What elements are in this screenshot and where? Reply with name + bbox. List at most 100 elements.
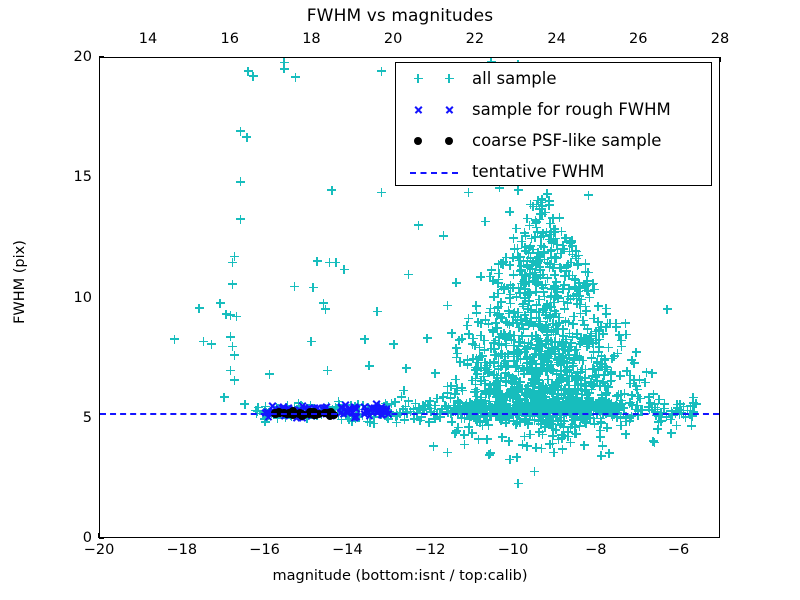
data-point-all-sample — [518, 269, 528, 279]
data-point-all-sample — [563, 394, 573, 404]
data-point-all-sample — [603, 382, 613, 392]
data-point-all-sample — [539, 360, 549, 370]
data-point-all-sample — [602, 398, 612, 408]
data-point-all-sample — [480, 315, 490, 325]
data-point-all-sample — [564, 271, 574, 281]
data-point-all-sample — [480, 366, 490, 376]
data-point-all-sample — [506, 280, 516, 290]
legend-entry[interactable]: coarse PSF-like sample — [396, 125, 711, 156]
data-point-all-sample — [543, 258, 552, 268]
data-point-rough-fwhm — [268, 401, 277, 410]
data-point-all-sample — [317, 410, 327, 420]
data-point-all-sample — [537, 324, 547, 334]
data-point-all-sample — [538, 430, 548, 440]
data-point-all-sample — [548, 319, 558, 329]
data-point-all-sample — [525, 295, 535, 305]
data-point-all-sample — [484, 401, 494, 411]
data-point-all-sample — [534, 351, 544, 361]
data-point-all-sample — [594, 335, 604, 345]
data-point-all-sample — [493, 364, 503, 374]
data-point-all-sample — [523, 304, 533, 314]
data-point-all-sample — [430, 400, 440, 410]
data-point-all-sample — [550, 347, 560, 357]
data-point-rough-fwhm — [352, 404, 361, 413]
data-point-all-sample — [611, 322, 621, 332]
data-point-all-sample — [539, 249, 549, 259]
legend-entry[interactable]: all sample — [396, 63, 711, 94]
data-point-all-sample — [515, 402, 525, 411]
data-point-all-sample — [538, 229, 548, 239]
data-point-all-sample — [486, 448, 496, 458]
data-point-all-sample — [574, 278, 584, 288]
data-point-all-sample — [572, 375, 582, 385]
legend-entry[interactable]: tentative FWHM — [396, 156, 711, 187]
data-point-all-sample — [476, 393, 486, 402]
data-point-all-sample — [588, 347, 598, 357]
data-point-all-sample — [550, 281, 559, 291]
data-point-rough-fwhm — [300, 404, 309, 413]
data-point-all-sample — [508, 283, 518, 293]
data-point-all-sample — [553, 324, 563, 334]
data-point-all-sample — [510, 380, 520, 390]
data-point-all-sample — [534, 388, 544, 398]
data-point-all-sample — [482, 415, 492, 425]
data-point-all-sample — [578, 356, 588, 366]
data-point-all-sample — [523, 256, 533, 266]
data-point-all-sample — [549, 398, 559, 408]
data-point-all-sample — [548, 423, 558, 433]
data-point-all-sample — [500, 282, 510, 292]
data-point-all-sample — [428, 441, 438, 451]
data-point-all-sample — [620, 318, 630, 328]
data-point-all-sample — [541, 418, 551, 428]
data-point-all-sample — [546, 364, 556, 374]
data-point-all-sample — [478, 398, 488, 408]
data-point-all-sample — [496, 389, 506, 399]
data-point-all-sample — [521, 287, 530, 297]
data-point-all-sample — [575, 407, 585, 417]
data-point-all-sample — [606, 369, 616, 379]
data-point-all-sample — [519, 299, 529, 309]
data-point-all-sample — [512, 382, 522, 392]
data-point-all-sample — [522, 213, 532, 223]
data-point-all-sample — [581, 381, 591, 391]
data-point-all-sample — [640, 377, 650, 387]
data-point-all-sample — [564, 386, 574, 396]
data-point-all-sample — [569, 401, 579, 411]
data-point-all-sample — [542, 325, 552, 335]
data-point-all-sample — [440, 400, 450, 410]
data-point-all-sample — [563, 346, 573, 356]
data-point-all-sample — [404, 396, 414, 406]
data-point-all-sample — [581, 400, 591, 410]
data-point-all-sample — [560, 366, 570, 376]
data-point-all-sample — [471, 301, 481, 311]
data-point-all-sample — [546, 227, 556, 237]
data-point-all-sample — [496, 361, 506, 371]
data-point-all-sample — [533, 248, 543, 258]
data-point-all-sample — [463, 403, 473, 413]
data-point-all-sample — [512, 417, 522, 427]
chart-title: FWHM vs magnitudes — [306, 6, 494, 26]
data-point-all-sample — [451, 374, 461, 384]
data-point-all-sample — [532, 200, 542, 210]
data-point-all-sample — [629, 375, 639, 385]
data-point-all-sample — [596, 323, 606, 333]
data-point-all-sample — [492, 303, 502, 313]
data-point-all-sample — [566, 237, 576, 247]
data-point-all-sample — [569, 291, 579, 301]
data-point-all-sample — [633, 392, 643, 402]
data-point-all-sample — [544, 414, 554, 424]
data-point-all-sample — [294, 398, 304, 408]
data-point-all-sample — [511, 393, 521, 403]
data-point-all-sample — [552, 382, 562, 392]
data-point-all-sample — [514, 284, 524, 294]
legend-entry[interactable]: sample for rough FWHM — [396, 94, 711, 125]
data-point-all-sample — [498, 259, 508, 269]
data-point-all-sample — [528, 402, 538, 412]
data-point-all-sample — [569, 311, 579, 321]
data-point-all-sample — [520, 270, 530, 280]
data-point-all-sample — [463, 360, 473, 370]
data-point-all-sample — [494, 332, 504, 342]
x-top-tick-label: 24 — [547, 31, 566, 47]
data-point-all-sample — [543, 351, 553, 361]
data-point-all-sample — [582, 276, 592, 286]
